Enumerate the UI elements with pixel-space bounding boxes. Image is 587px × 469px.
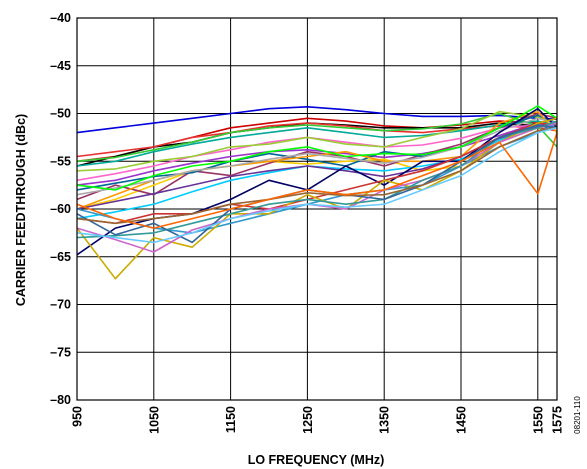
x-tick-label: 1575 bbox=[551, 406, 565, 434]
series-line bbox=[76, 120, 558, 167]
y-tick-labels: –40 –45 –50 –55 –60 –65 –70 –75 –80 bbox=[50, 11, 71, 407]
series-line bbox=[76, 110, 558, 172]
series-line bbox=[76, 132, 558, 229]
x-tick-label: 1550 bbox=[531, 406, 545, 434]
figure-id: 08201-110 bbox=[573, 396, 582, 434]
x-tick-label: 950 bbox=[71, 406, 85, 427]
y-tick-label: –60 bbox=[50, 202, 71, 216]
y-tick-label: –75 bbox=[50, 345, 71, 359]
x-tick-labels: 950 1050 1150 1250 1350 1450 1550 1575 bbox=[71, 406, 565, 434]
x-tick-label: 1050 bbox=[147, 406, 161, 434]
y-tick-label: –65 bbox=[50, 250, 71, 264]
series-line bbox=[76, 105, 558, 191]
series-line bbox=[76, 127, 558, 244]
y-tick-label: –80 bbox=[50, 393, 71, 407]
y-tick-label: –70 bbox=[50, 298, 71, 312]
y-tick-label: –50 bbox=[50, 107, 71, 121]
x-tick-label: 1350 bbox=[378, 406, 392, 434]
series-line bbox=[76, 117, 558, 196]
series-line bbox=[76, 127, 558, 225]
y-tick-label: –40 bbox=[50, 11, 71, 25]
x-tick-label: 1450 bbox=[455, 406, 469, 434]
series-layer bbox=[76, 105, 558, 280]
y-axis-label: CARRIER FEEDTHROUGH (dBc) bbox=[14, 114, 28, 306]
plot-frame bbox=[76, 17, 558, 401]
series-line bbox=[76, 117, 558, 280]
series-line bbox=[76, 124, 558, 220]
x-tick-label: 1150 bbox=[224, 406, 238, 433]
x-tick-label: 1250 bbox=[301, 406, 315, 434]
y-axis-title: CARRIER FEEDTHROUGH (dBc) bbox=[14, 114, 28, 306]
y-tick-label: –45 bbox=[50, 59, 71, 73]
x-axis-label: LO FREQUENCY (MHz) bbox=[248, 453, 385, 467]
gridlines bbox=[76, 17, 558, 401]
y-tick-label: –55 bbox=[50, 154, 71, 168]
